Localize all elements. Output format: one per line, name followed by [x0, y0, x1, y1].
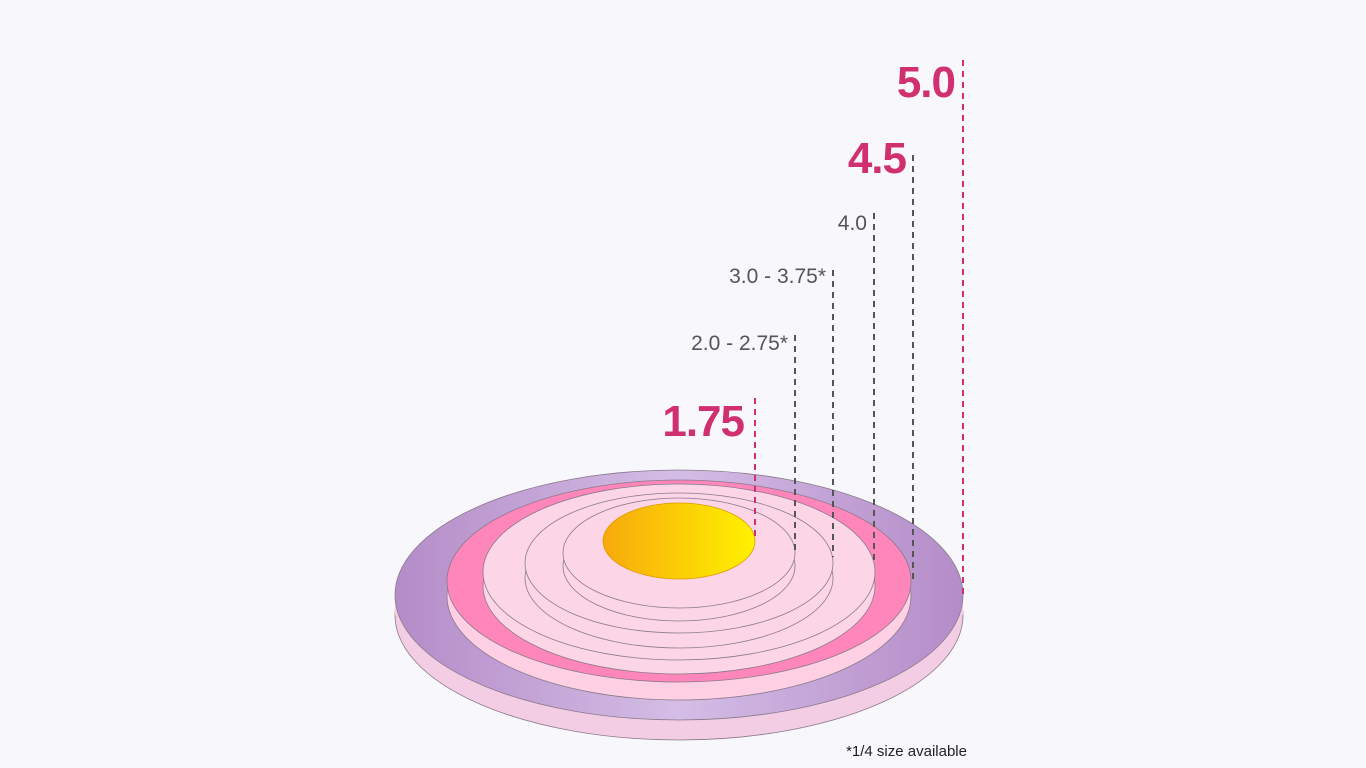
size-label: 4.5 — [848, 134, 907, 183]
size-label: 4.0 — [838, 212, 867, 235]
size-label: 3.0 - 3.75* — [729, 265, 826, 288]
size-label: 1.75 — [662, 397, 744, 446]
center-1-75 — [602, 502, 756, 580]
leader-lines — [754, 60, 964, 595]
size-label: 5.0 — [897, 58, 955, 107]
rings — [394, 469, 964, 741]
footnote: *1/4 size available — [846, 743, 967, 760]
size-label: 2.0 - 2.75* — [691, 332, 788, 355]
